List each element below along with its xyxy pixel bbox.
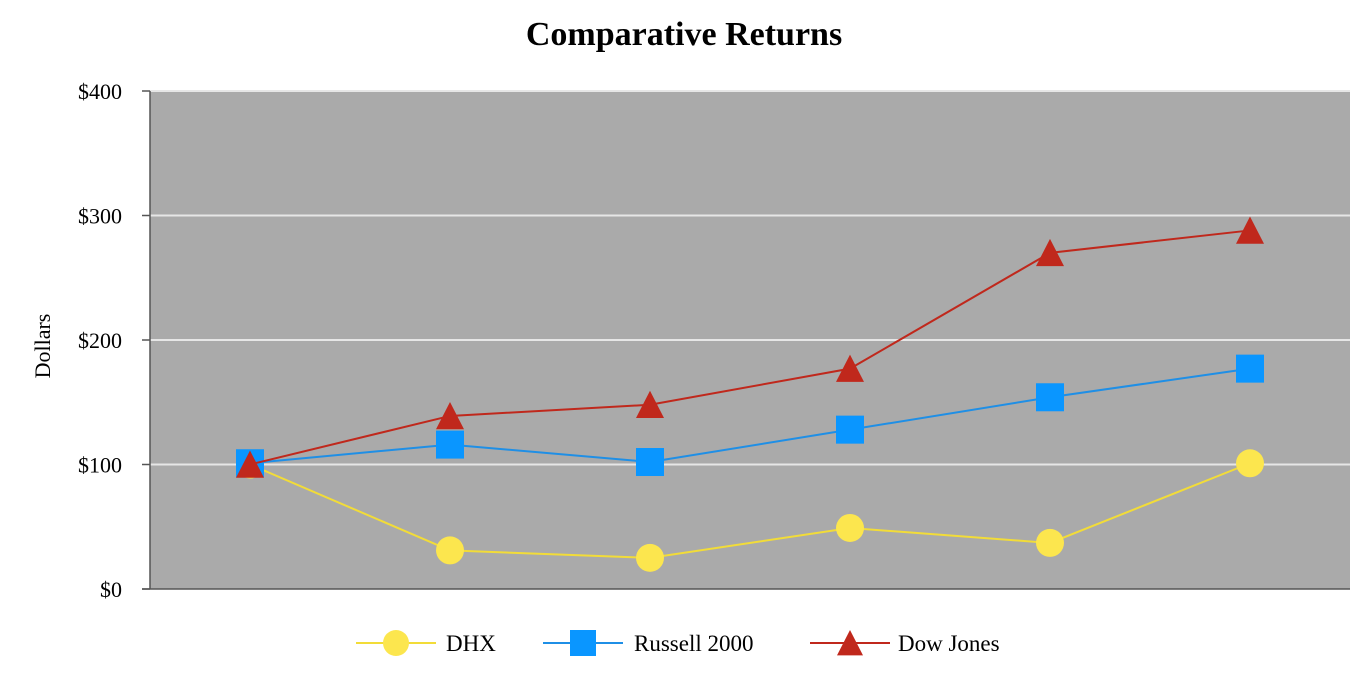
data-point-russell-2000 [636,448,664,477]
series-dhx [236,449,1264,572]
legend-label-russell-2000: Russell 2000 [634,631,753,656]
y-tick-label: $400 [78,79,122,104]
y-axis-title: Dollars [30,314,55,379]
legend-item-russell-2000[interactable]: Russell 2000 [543,630,753,656]
legend-label-dow-jones: Dow Jones [898,631,1000,656]
series-line-dow-jones [249,229,1251,466]
data-point-dow-jones [1236,216,1264,244]
data-point-dow-jones [636,390,664,419]
axes: $0 $100 $200 $300 $400 [78,79,1350,602]
data-point-russell-2000 [1236,354,1264,383]
legend-label-dhx: DHX [446,631,496,656]
data-point-dhx [1236,449,1264,478]
data-point-russell-2000 [1036,383,1064,412]
legend-item-dhx[interactable]: DHX [356,630,496,656]
y-tick-label: $0 [100,577,122,602]
data-point-russell-2000 [836,415,864,444]
gridlines [150,90,1350,466]
legend-marker-russell-2000 [570,630,596,656]
legend-item-dow-jones[interactable]: Dow Jones [810,630,1000,656]
data-point-dhx [436,536,464,565]
data-point-dow-jones [1036,238,1064,267]
series-russell-2000 [236,354,1264,478]
legend[interactable]: DHX Russell 2000 Dow Jones [356,630,1000,656]
data-point-russell-2000 [436,430,464,459]
legend-marker-dow-jones [837,630,863,656]
series-line-russell-2000 [249,367,1251,465]
y-tick-label: $300 [78,204,122,229]
data-point-dhx [636,543,664,572]
series-dow-jones [236,216,1264,478]
y-tick-label: $100 [78,453,122,478]
y-tick-label: $200 [78,328,122,353]
series-layer [236,216,1264,572]
data-point-dow-jones [436,401,464,430]
legend-marker-dhx [383,630,409,656]
data-point-dow-jones [236,450,264,478]
data-point-dow-jones [836,354,864,382]
data-point-dhx [836,513,864,542]
data-point-dhx [1036,528,1064,557]
series-line-dhx [249,462,1251,559]
chart-title: Comparative Returns [525,16,843,53]
